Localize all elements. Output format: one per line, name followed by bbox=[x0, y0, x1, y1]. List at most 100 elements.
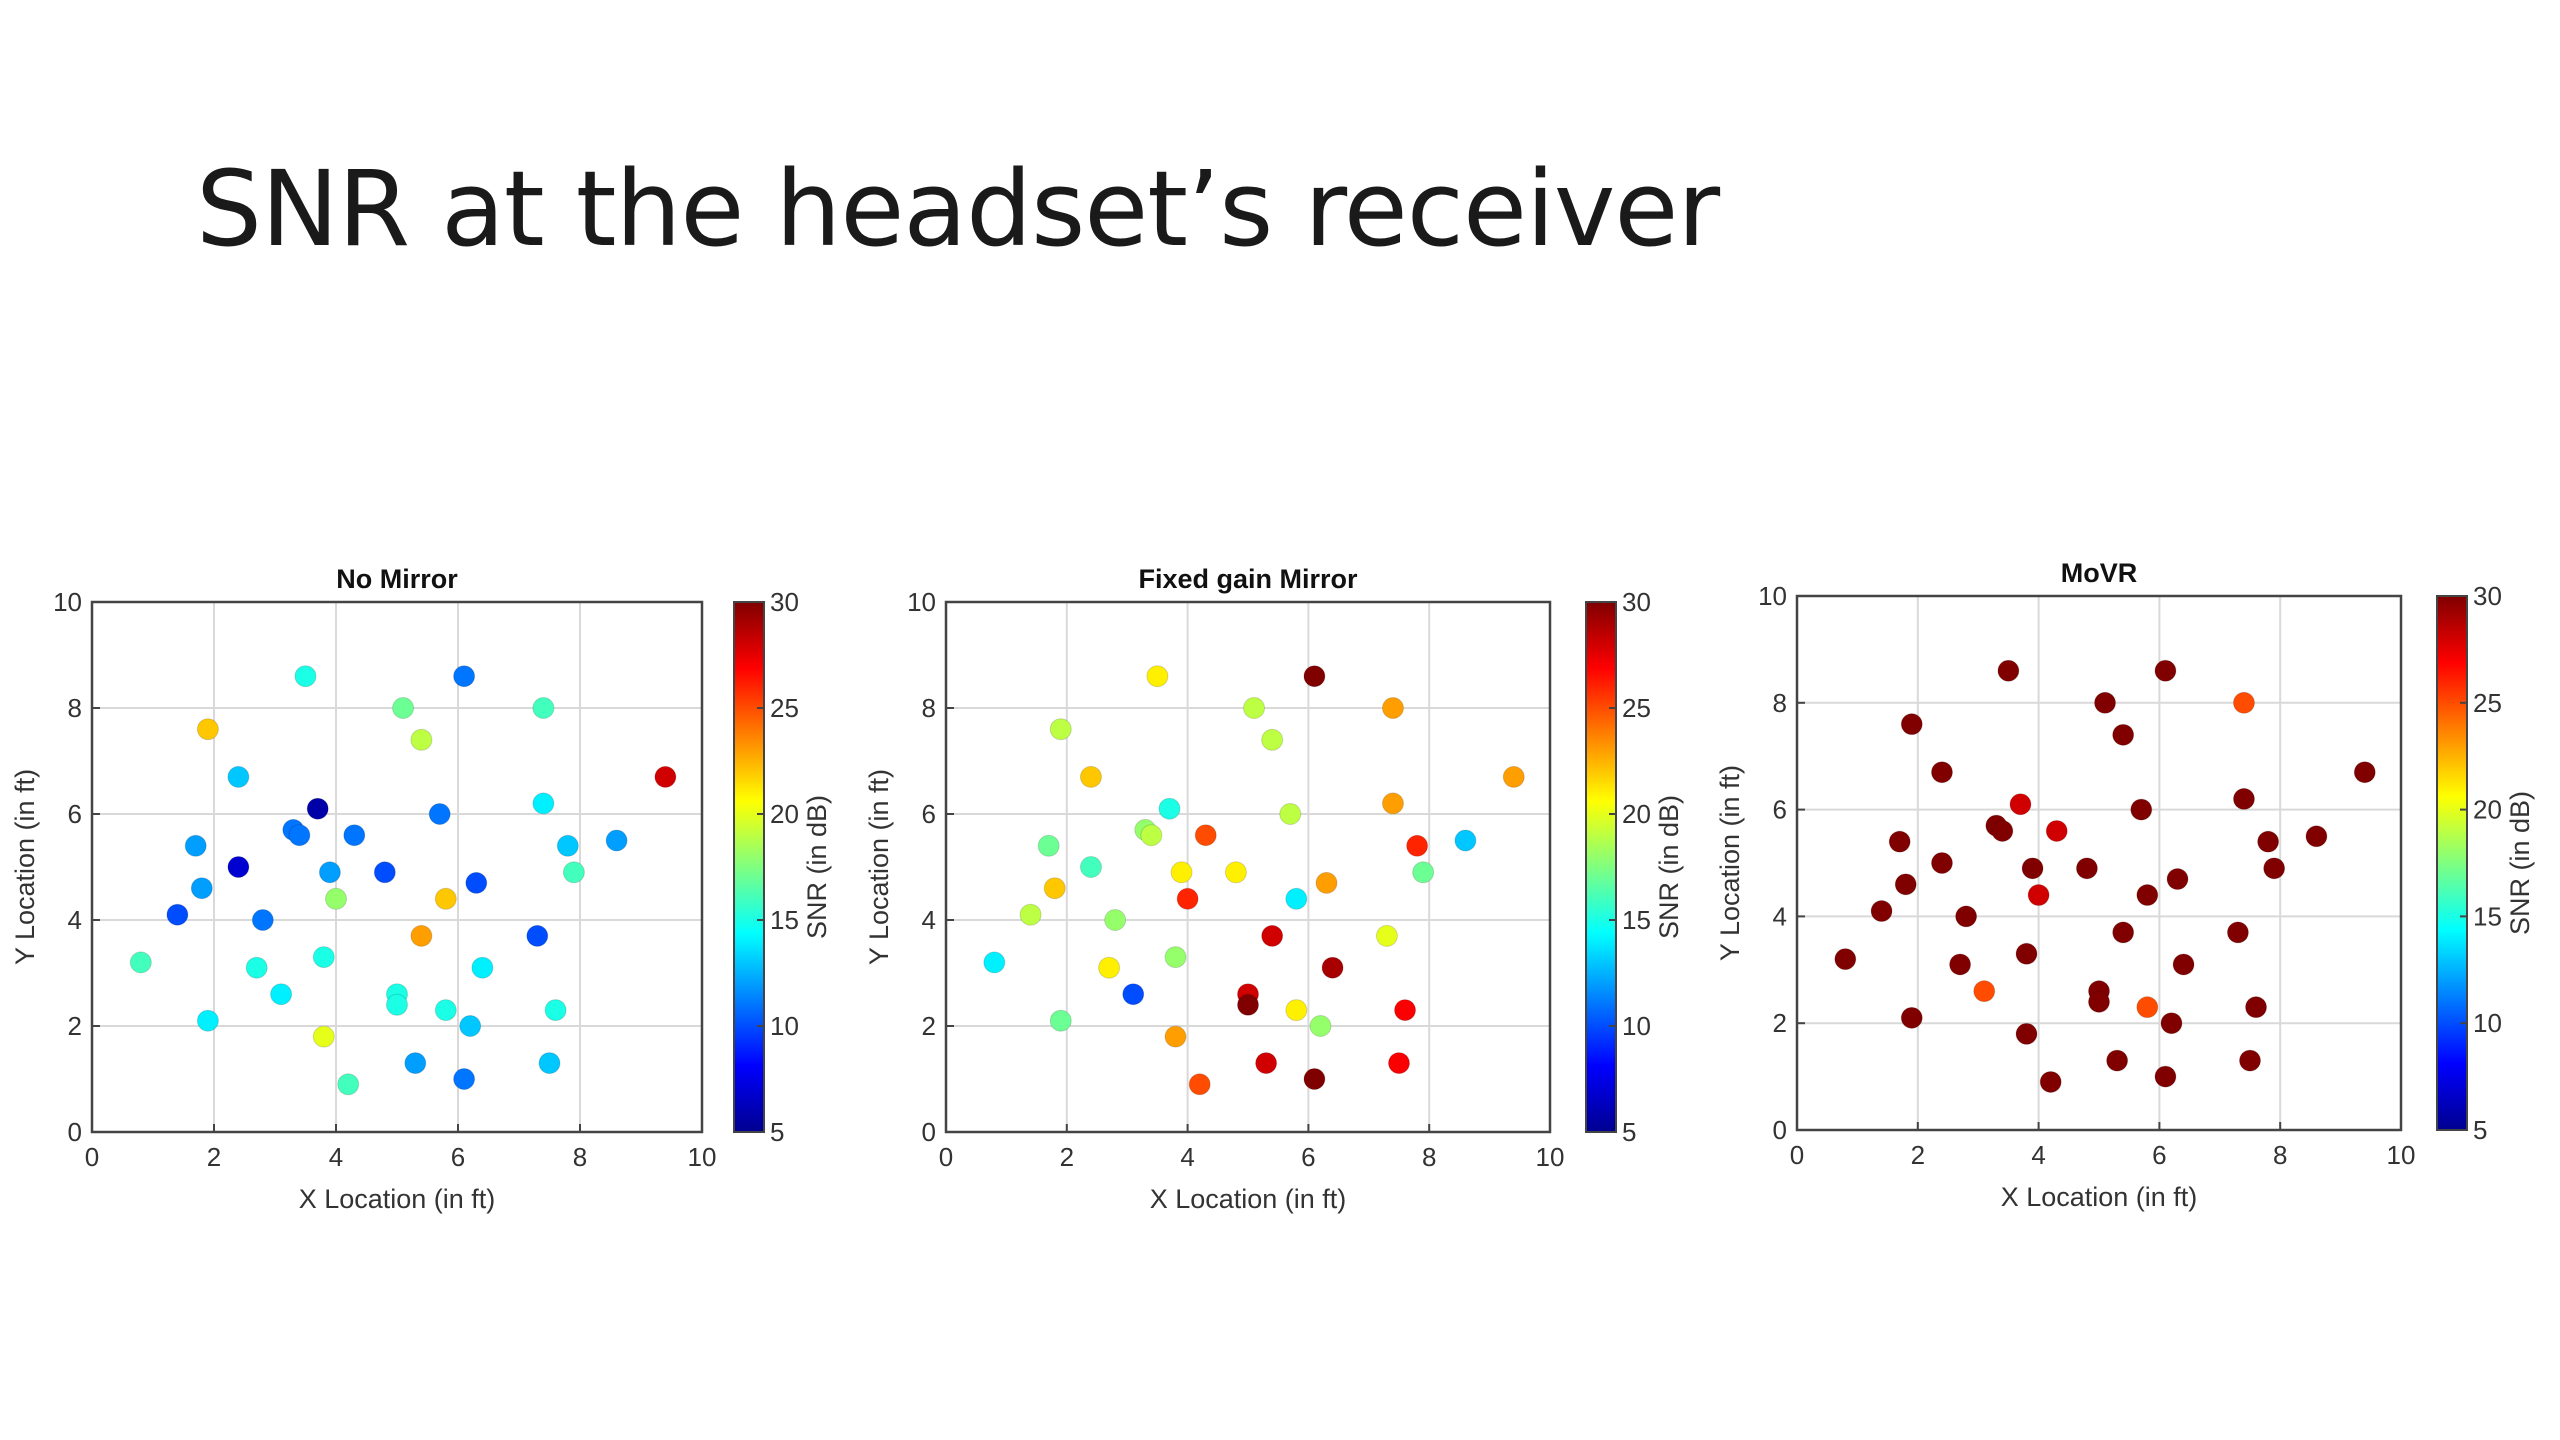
y-tick-label: 2 bbox=[922, 1011, 936, 1041]
data-point bbox=[318, 861, 341, 884]
data-point bbox=[227, 856, 250, 878]
data-point bbox=[1930, 852, 1953, 874]
data-point bbox=[312, 1025, 335, 1048]
data-point bbox=[1043, 877, 1066, 900]
x-tick-label: 10 bbox=[2387, 1140, 2416, 1170]
x-axis-label: X Location (in ft) bbox=[2001, 1182, 2198, 1212]
data-point bbox=[526, 924, 549, 947]
data-point bbox=[1146, 665, 1169, 688]
y-axis-label: Y Location (in ft) bbox=[10, 769, 40, 965]
data-point bbox=[196, 718, 219, 741]
axes-frame bbox=[944, 600, 1552, 1134]
colorbar-label: SNR (in dB) bbox=[802, 795, 832, 939]
y-tick-label: 6 bbox=[922, 799, 936, 829]
chart-panel-2: 0 2 4 6 8 10 0 2 4 6 8 10 Fixed gain Mirror X Locatio… bbox=[864, 564, 1684, 1214]
axes-frame bbox=[1795, 594, 2403, 1132]
data-point bbox=[2136, 996, 2159, 1019]
data-point bbox=[306, 797, 329, 820]
data-point bbox=[1261, 728, 1284, 751]
data-point bbox=[1321, 956, 1344, 979]
data-point bbox=[2154, 659, 2177, 682]
data-point bbox=[2088, 990, 2110, 1013]
colorbar-label: SNR (in dB) bbox=[1654, 795, 1684, 939]
x-tick-label: 2 bbox=[1911, 1140, 1925, 1170]
axes-frame bbox=[90, 600, 704, 1134]
data-point bbox=[1394, 999, 1417, 1022]
data-point bbox=[1049, 718, 1072, 741]
data-point bbox=[983, 951, 1006, 974]
data-point bbox=[1388, 1052, 1410, 1075]
y-tick-label: 6 bbox=[1773, 795, 1787, 825]
y-tick-label: 0 bbox=[1773, 1115, 1787, 1145]
colorbar-tick-label: 30 bbox=[2473, 581, 2502, 611]
colorbar-label: SNR (in dB) bbox=[2505, 791, 2535, 935]
data-point bbox=[1164, 946, 1187, 969]
data-point bbox=[1176, 887, 1199, 910]
data-point bbox=[1079, 765, 1102, 788]
data-point bbox=[2154, 1065, 2177, 1088]
y-tick-label: 4 bbox=[1773, 901, 1787, 931]
colorbar-tick-label: 25 bbox=[770, 693, 799, 723]
data-point bbox=[2239, 1049, 2261, 1072]
data-point bbox=[1991, 819, 2014, 842]
colorbar-tick-label: 5 bbox=[1622, 1117, 1636, 1147]
data-point bbox=[2245, 996, 2268, 1019]
data-point bbox=[1834, 948, 1857, 971]
data-point bbox=[453, 1068, 476, 1090]
data-point bbox=[1381, 697, 1404, 719]
data-point bbox=[1309, 1015, 1332, 1037]
chart-panel-3: 0 2 4 6 8 10 0 2 4 6 8 10 MoVR X Location (in ft) Y Lo… bbox=[1715, 558, 2535, 1212]
data-point bbox=[465, 871, 488, 894]
x-tick-label: 10 bbox=[1536, 1142, 1565, 1172]
data-point bbox=[2094, 691, 2117, 714]
data-point bbox=[373, 861, 396, 884]
x-axis-label: X Location (in ft) bbox=[299, 1184, 496, 1214]
data-point bbox=[453, 665, 476, 688]
plot-area bbox=[92, 602, 702, 1132]
data-point bbox=[1140, 824, 1163, 847]
data-point bbox=[2112, 723, 2135, 746]
slide-title: SNR at the headset’s receiver bbox=[196, 148, 1720, 270]
colorbar-tick-label: 15 bbox=[2473, 901, 2502, 931]
data-point bbox=[1381, 792, 1404, 815]
x-axis-label: X Location (in ft) bbox=[1150, 1184, 1347, 1214]
x-tick-label: 10 bbox=[688, 1142, 717, 1172]
plot-area bbox=[1797, 596, 2401, 1130]
data-point bbox=[459, 1015, 482, 1037]
data-point bbox=[1158, 797, 1181, 820]
chart-panel-1: 0 2 4 6 8 10 0 2 4 6 8 10 No Mirror X Location (in ft… bbox=[10, 564, 832, 1214]
data-point bbox=[1170, 861, 1193, 884]
data-point bbox=[1255, 1052, 1278, 1075]
data-point bbox=[1243, 697, 1266, 719]
colorbar-tick-label: 10 bbox=[2473, 1008, 2502, 1038]
data-point bbox=[1019, 903, 1042, 926]
data-point bbox=[654, 765, 677, 788]
y-tick-label: 0 bbox=[68, 1117, 82, 1147]
data-point bbox=[1454, 829, 1477, 852]
data-point bbox=[1900, 713, 1923, 736]
y-axis-label: Y Location (in ft) bbox=[864, 769, 894, 965]
data-point bbox=[1079, 856, 1102, 878]
colorbar-tick-label: 25 bbox=[2473, 688, 2502, 718]
x-tick-label: 6 bbox=[451, 1142, 465, 1172]
data-point bbox=[196, 1009, 219, 1032]
data-point bbox=[2112, 921, 2135, 944]
data-point bbox=[1894, 873, 1917, 896]
colorbar-tick-label: 20 bbox=[770, 799, 799, 829]
colorbar-tick-label: 20 bbox=[1622, 799, 1651, 829]
data-point bbox=[288, 824, 311, 847]
colorbar-tick-label: 20 bbox=[2473, 795, 2502, 825]
data-point bbox=[1315, 871, 1338, 894]
data-point bbox=[410, 728, 433, 751]
data-point bbox=[2226, 921, 2249, 944]
data-point bbox=[1285, 887, 1308, 910]
data-point bbox=[1279, 803, 1302, 825]
data-point bbox=[2039, 1070, 2062, 1093]
data-point bbox=[434, 887, 457, 910]
data-point bbox=[1502, 765, 1525, 788]
data-point bbox=[129, 951, 152, 974]
data-point bbox=[2015, 942, 2038, 965]
data-point bbox=[562, 861, 585, 884]
data-point bbox=[2009, 793, 2032, 816]
